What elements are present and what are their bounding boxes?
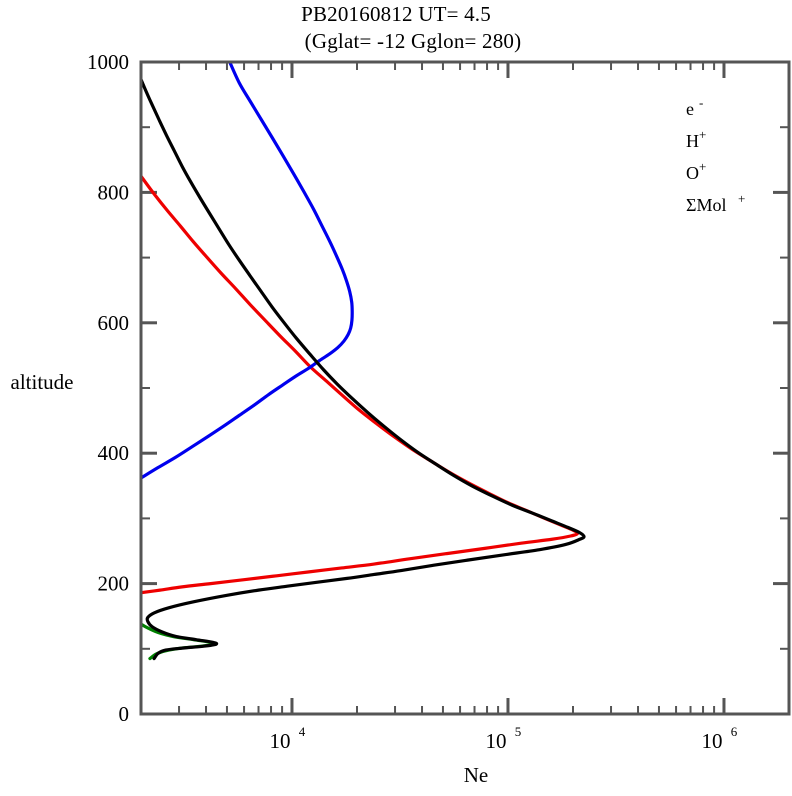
curve-e- [142,78,586,661]
y-tick-label: 1000 [87,50,129,74]
y-tick-label: 800 [98,180,130,204]
plot-title-line1: PB20160812 UT= 4.5 [301,2,491,26]
svg-text:e: e [686,99,694,119]
legend-item-H[interactable]: H + [686,127,706,151]
legend-item-O[interactable]: O + [686,159,706,183]
svg-text:10: 10 [485,729,506,753]
chart-legend: e -H +O +ΣMol + [686,95,745,215]
y-tick-label: 600 [98,311,130,335]
y-tick-label: 200 [98,572,130,596]
y-tick-label: 400 [98,441,130,465]
y-axis-tick-labels: 0 200 400 600 800 1000 [87,50,129,726]
svg-text:H: H [686,131,699,151]
svg-text:5: 5 [515,724,522,739]
y-axis-ticks [141,60,789,716]
curve-H+ [142,63,354,479]
x-tick-label: 10 6 [701,724,737,753]
y-axis-title: altitude [11,370,74,394]
svg-text:4: 4 [299,724,306,739]
legend-item-Mol[interactable]: ΣMol + [686,191,745,215]
x-axis-ticks [140,62,790,714]
plot-title-line2: (Gglat= -12 Gglon= 280) [304,29,522,53]
y-tick-label: 0 [119,702,130,726]
curve-O+ [142,175,580,595]
x-tick-label: 10 5 [485,724,521,753]
svg-text:10: 10 [269,729,290,753]
svg-text:+: + [699,127,706,142]
svg-text:ΣMol: ΣMol [686,195,726,215]
svg-text:O: O [686,163,699,183]
svg-text:6: 6 [731,724,738,739]
svg-text:10: 10 [701,729,722,753]
x-axis-title: Ne [464,763,489,787]
svg-text:+: + [738,191,745,206]
svg-text:+: + [699,159,706,174]
data-curves [142,63,586,661]
x-tick-label: 10 4 [269,724,305,753]
svg-text:-: - [699,95,703,110]
legend-item-e[interactable]: e- [686,95,703,119]
x-axis-tick-labels: 10 4 10 5 10 6 [269,724,737,753]
plot-frame [139,60,791,716]
